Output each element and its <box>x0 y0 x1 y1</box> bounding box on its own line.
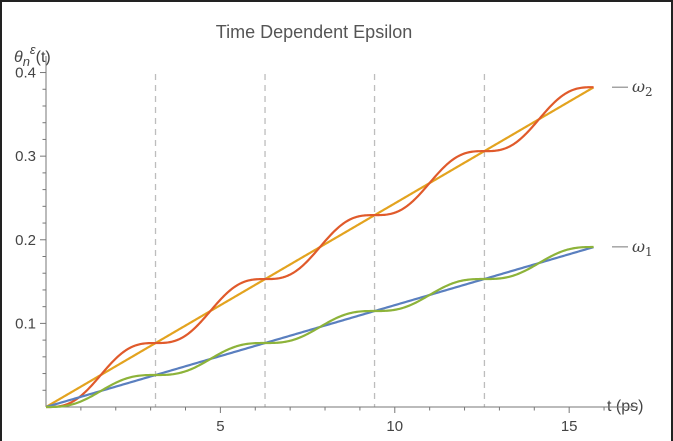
y-axis-label: θnε(t) <box>14 42 51 69</box>
series-lines <box>45 86 595 409</box>
chart-title: Time Dependent Epsilon <box>216 22 412 42</box>
y-tick-label: 0.1 <box>15 315 36 332</box>
series-w2_oscillating <box>46 86 594 409</box>
axes: 5 10 15 0.1 0.2 0.3 0.4 <box>15 56 638 435</box>
y-tick-label: 0.2 <box>15 232 36 249</box>
svg-text:θnε(t): θnε(t) <box>14 42 51 69</box>
y-tick-label: 0.4 <box>15 65 36 82</box>
curve-labels: ω2 ω1 <box>612 77 653 259</box>
curve-label-omega-2: ω2 <box>632 77 653 99</box>
x-tick-label: 15 <box>561 418 578 435</box>
x-tick-label: 10 <box>386 418 403 435</box>
y-tick-label: 0.3 <box>15 148 36 165</box>
series-w1_oscillating <box>46 245 594 409</box>
x-tick-label: 5 <box>216 418 224 435</box>
curve-label-omega-1: ω1 <box>632 237 653 259</box>
dashed-gridlines <box>154 74 486 407</box>
